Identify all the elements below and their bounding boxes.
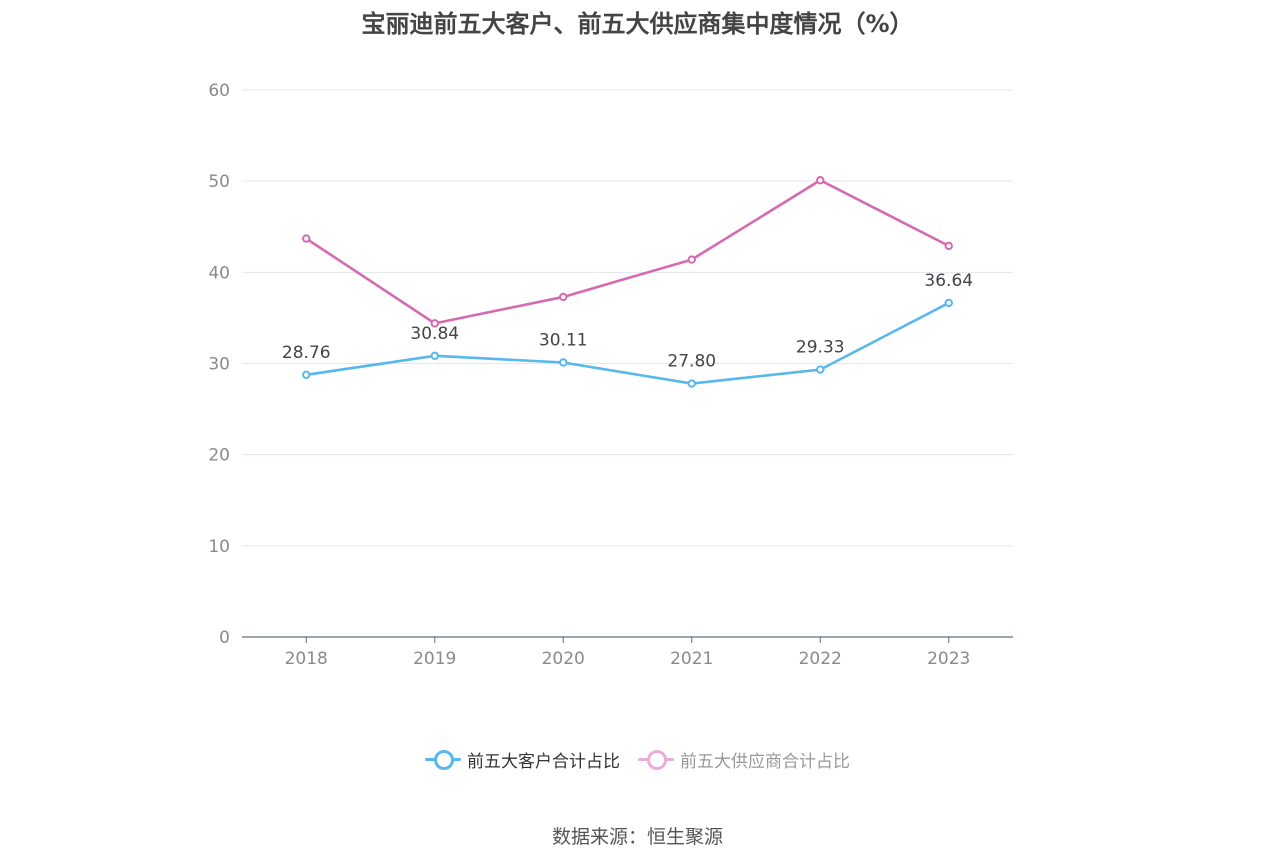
x-tick-label: 2018	[285, 649, 328, 669]
x-tick-label: 2021	[670, 649, 713, 669]
data-point-suppliers	[687, 255, 696, 264]
series-line-suppliers	[305, 178, 950, 325]
data-label-customers: 36.64	[924, 271, 973, 291]
data-point-customers	[687, 379, 696, 388]
data-labels: 28.76 30.84 30.11 27.80 29.33 36.64	[282, 271, 973, 372]
y-tick-label: 0	[219, 628, 230, 648]
y-tick-label: 60	[208, 81, 230, 101]
data-point-customers	[559, 358, 568, 367]
data-source-note: 数据来源：恒生聚源	[551, 826, 723, 848]
y-tick-label: 40	[208, 263, 230, 283]
data-point-suppliers	[816, 176, 825, 185]
data-point-suppliers	[430, 319, 439, 328]
data-label-customers: 28.76	[282, 343, 331, 363]
x-tick-label: 2023	[927, 649, 970, 669]
legend-customers-label: 前五大客户合计占比	[467, 751, 620, 772]
y-tick-label: 50	[208, 172, 230, 192]
data-point-customers	[430, 351, 439, 361]
y-tick-label: 10	[208, 537, 230, 557]
data-label-customers: 29.33	[796, 338, 845, 358]
x-tick-label: 2020	[542, 649, 585, 669]
chart-title: 宝丽迪前五大客户、前五大供应商集中度情况（%）	[361, 10, 914, 38]
data-label-customers: 30.11	[539, 330, 588, 350]
x-axis	[242, 636, 1013, 643]
data-point-customers	[302, 370, 311, 380]
legend-suppliers-label: 前五大供应商合计占比	[680, 751, 850, 772]
legend: 前五大客户合计占比 前五大供应商合计占比	[0, 746, 1275, 772]
legend-item-customers[interactable]: 前五大客户合计占比	[425, 746, 620, 772]
data-label-customers: 27.80	[667, 352, 716, 372]
data-point-customers	[816, 365, 825, 374]
x-tick-label: 2022	[799, 649, 842, 669]
data-point-customers	[944, 298, 953, 308]
data-label-customers: 30.84	[410, 324, 459, 344]
legend-customers-marker-icon	[425, 746, 461, 772]
legend-item-suppliers[interactable]: 前五大供应商合计占比	[638, 746, 850, 772]
data-point-suppliers	[944, 241, 953, 251]
series-line-customers	[306, 301, 950, 385]
y-tick-label: 30	[208, 355, 230, 375]
series-group	[302, 176, 953, 388]
data-point-suppliers	[559, 292, 568, 302]
x-tick-label: 2019	[413, 649, 456, 669]
y-axis-tick-labels: 0 10 20 30 40 50 60	[208, 81, 230, 648]
data-point-suppliers	[302, 234, 311, 243]
legend-suppliers-marker-icon	[638, 746, 674, 772]
y-tick-label: 20	[208, 446, 230, 466]
x-axis-tick-labels: 2018 2019 2020 2021 2022 2023	[285, 649, 971, 669]
gridlines	[242, 89, 1013, 547]
